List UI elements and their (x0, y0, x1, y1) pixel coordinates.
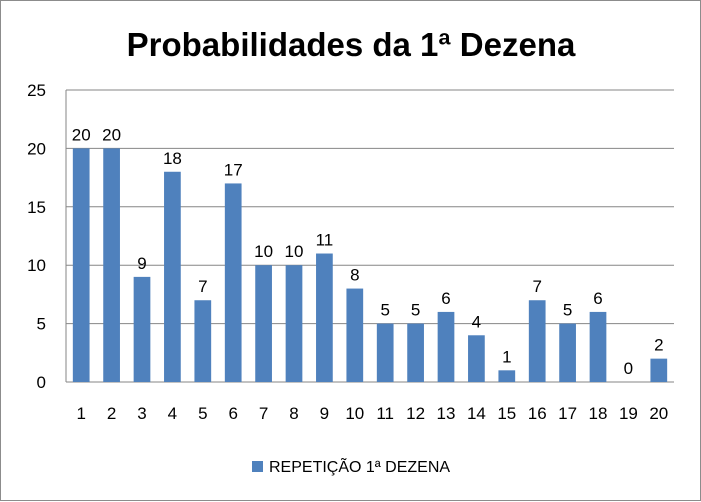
data-label: 9 (137, 254, 146, 273)
x-axis-tick-labels: 1 2 3 4 5 6 7 8 9 10 11 12 13 14 15 16 17 18 19 20 (76, 404, 668, 423)
data-label: 1 (502, 347, 511, 366)
x-tick-label: 11 (376, 404, 394, 423)
bars (72, 148, 668, 382)
data-label: 2 (654, 336, 663, 355)
x-tick-label: 18 (589, 404, 608, 423)
y-tick-label: 20 (27, 139, 46, 158)
bar (437, 311, 455, 382)
bar (103, 148, 120, 382)
bar (164, 171, 181, 382)
bar (346, 288, 364, 382)
data-label: 0 (624, 359, 633, 378)
data-label: 20 (72, 125, 91, 144)
bar (255, 265, 272, 382)
bar (194, 300, 212, 382)
data-label: 11 (316, 231, 334, 250)
axes (65, 90, 674, 383)
x-tick-label: 6 (228, 404, 237, 423)
data-label: 7 (198, 277, 207, 296)
x-tick-label: 2 (107, 404, 116, 423)
x-tick-label: 19 (619, 404, 638, 423)
data-label: 20 (102, 125, 121, 144)
legend: REPETIÇÃO 1ª DEZENA (252, 456, 450, 476)
bar (376, 323, 394, 382)
data-label: 8 (350, 266, 359, 285)
data-label: 7 (532, 277, 541, 296)
data-label: 5 (380, 301, 389, 320)
bar (72, 148, 90, 382)
bar (224, 183, 242, 382)
bar (528, 300, 546, 382)
bar (285, 265, 303, 382)
x-tick-label: 17 (558, 404, 577, 423)
y-tick-label: 25 (27, 81, 46, 100)
y-axis-tick-labels: 0 5 10 15 20 25 (27, 81, 46, 392)
data-label: 4 (472, 312, 481, 331)
data-label: 6 (441, 289, 450, 308)
x-tick-label: 16 (528, 404, 547, 423)
x-tick-label: 20 (649, 404, 668, 423)
x-tick-label: 3 (137, 404, 146, 423)
x-tick-label: 10 (345, 404, 364, 423)
x-tick-label: 1 (76, 404, 85, 423)
x-tick-label: 7 (259, 404, 268, 423)
x-tick-label: 13 (437, 404, 456, 423)
x-tick-label: 15 (497, 404, 516, 423)
bar (589, 311, 607, 382)
x-tick-label: 8 (289, 404, 298, 423)
data-label: 10 (285, 242, 304, 261)
chart-title: Probabilidades da 1ª Dezena (127, 26, 576, 63)
data-label: 18 (163, 149, 182, 168)
bar (468, 335, 485, 382)
y-tick-label: 10 (27, 256, 46, 275)
bar (316, 253, 333, 382)
x-tick-label: 9 (320, 404, 329, 423)
data-label: 10 (254, 242, 273, 261)
data-label: 6 (593, 289, 602, 308)
bar (650, 358, 668, 382)
data-label: 17 (224, 160, 243, 179)
legend-label: REPETIÇÃO 1ª DEZENA (269, 456, 450, 476)
data-label: 5 (563, 301, 572, 320)
gridlines (66, 89, 674, 325)
bar (559, 323, 576, 382)
x-tick-label: 14 (467, 404, 486, 423)
data-label: 5 (411, 301, 420, 320)
x-tick-label: 5 (198, 404, 207, 423)
bar (407, 323, 424, 382)
bar (498, 370, 516, 382)
y-tick-label: 0 (37, 373, 46, 392)
bar (133, 276, 151, 382)
legend-swatch (252, 461, 263, 472)
x-tick-label: 12 (406, 404, 425, 423)
x-tick-label: 4 (168, 404, 177, 423)
y-tick-label: 5 (37, 315, 46, 334)
y-tick-label: 15 (27, 198, 46, 217)
